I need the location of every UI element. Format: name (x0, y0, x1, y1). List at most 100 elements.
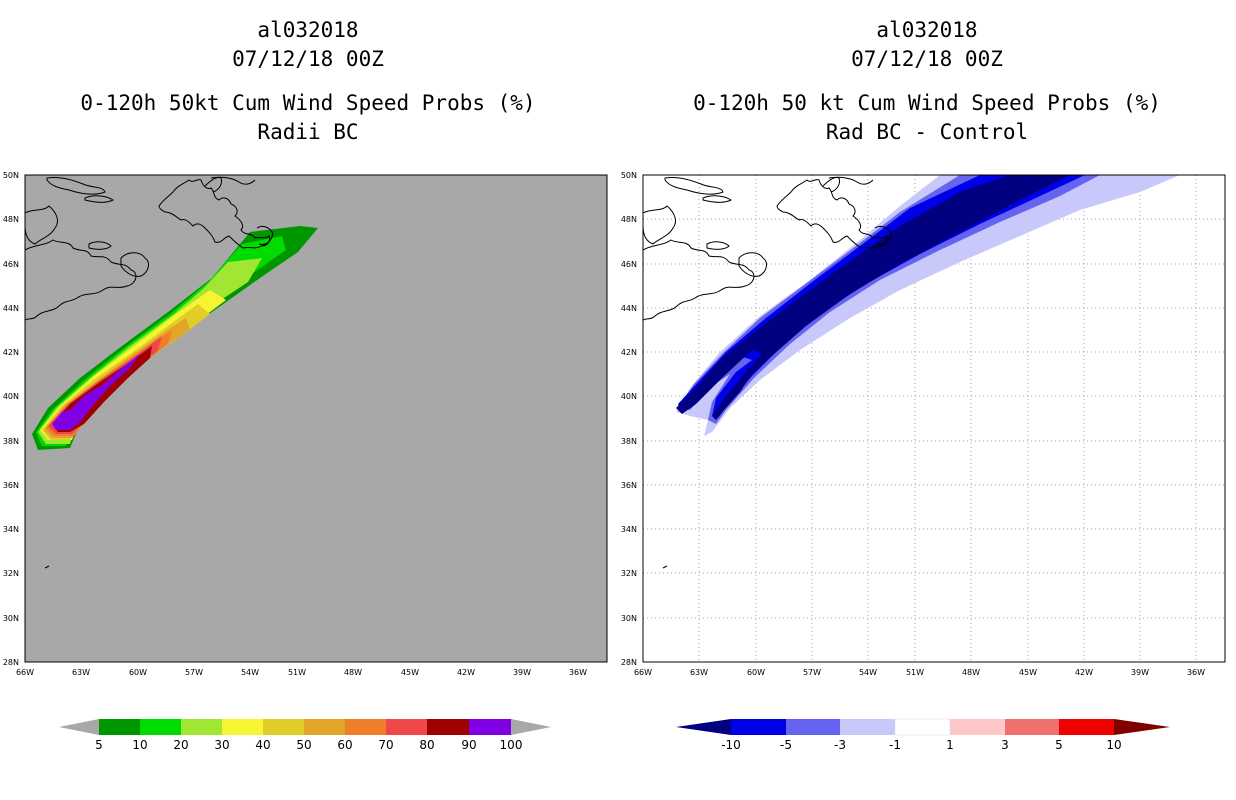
left-colorbar-label: 90 (461, 738, 476, 752)
right-lat-label: 36N (621, 481, 637, 490)
left-storm-id: al032018 (257, 18, 359, 42)
right-lon-label: 63W (690, 668, 708, 677)
right-colorbar-label: 3 (1001, 738, 1009, 752)
left-lon-label: 39W (513, 668, 531, 677)
left-date: 07/12/18 00Z (232, 47, 384, 71)
right-lon-label: 57W (803, 668, 821, 677)
right-colorbar: -10 -5 -3 -1 1 3 5 10 (676, 718, 1170, 752)
left-colorbar-label: 70 (378, 738, 393, 752)
right-map-panel: 50N 48N 46N 44N 42N 40N 38N 36N 34N 32N … (621, 171, 1226, 677)
right-colorbar-swatch (786, 719, 840, 735)
left-lat-label: 40N (3, 392, 19, 401)
right-difference-swath (676, 175, 1180, 436)
left-map-panel: 50N 48N 46N 44N 42N 40N 38N 36N 34N 32N … (3, 171, 608, 677)
right-colorbar-label: 10 (1106, 738, 1121, 752)
right-product-title: 0-120h 50 kt Cum Wind Speed Probs (%) (693, 91, 1161, 115)
right-colorbar-under-arrow (676, 719, 731, 735)
left-lat-label: 44N (3, 304, 19, 313)
left-lon-label: 57W (185, 668, 203, 677)
right-lon-label: 39W (1131, 668, 1149, 677)
left-colorbar-label: 30 (214, 738, 229, 752)
left-colorbar-swatch (469, 719, 511, 735)
left-lon-labels: 66W 63W 60W 57W 54W 51W 48W 45W 42W 39W … (16, 668, 587, 677)
left-colorbar-swatch (304, 719, 345, 735)
right-lon-label: 42W (1075, 668, 1093, 677)
right-date: 07/12/18 00Z (851, 47, 1003, 71)
right-storm-id: al032018 (876, 18, 978, 42)
left-lon-label: 48W (344, 668, 362, 677)
right-colorbar-swatch (731, 719, 786, 735)
right-map-frame (642, 174, 1226, 663)
left-lat-label: 38N (3, 437, 19, 446)
left-lon-label: 51W (288, 668, 306, 677)
right-colorbar-swatch (950, 719, 1005, 735)
right-lat-label: 46N (621, 260, 637, 269)
left-colorbar-swatch (386, 719, 427, 735)
left-colorbar-under-arrow (59, 719, 99, 735)
right-lat-label: 44N (621, 304, 637, 313)
right-lat-label: 48N (621, 215, 637, 224)
left-colorbar-swatch (427, 719, 469, 735)
right-colorbar-swatch (1005, 719, 1059, 735)
left-lon-label: 60W (129, 668, 147, 677)
right-title-block: al032018 07/12/18 00Z 0-120h 50 kt Cum W… (627, 0, 1227, 147)
left-colorbar-swatch (181, 719, 222, 735)
right-colorbar-label: -10 (721, 738, 741, 752)
left-lon-label: 63W (72, 668, 90, 677)
left-lon-label: 66W (16, 668, 34, 677)
left-lon-label: 54W (241, 668, 259, 677)
left-lat-label: 46N (3, 260, 19, 269)
left-map-background (25, 175, 607, 662)
right-lon-label: 45W (1019, 668, 1037, 677)
left-lat-label: 30N (3, 614, 19, 623)
left-colorbar-swatch (140, 719, 181, 735)
right-lat-label: 34N (621, 525, 637, 534)
left-colorbar-swatch (222, 719, 263, 735)
left-colorbar-label: 20 (173, 738, 188, 752)
left-lon-label: 36W (569, 668, 587, 677)
left-lat-label: 48N (3, 215, 19, 224)
left-colorbar-swatch (345, 719, 386, 735)
right-colorbar-label: 5 (1055, 738, 1063, 752)
right-lon-label: 54W (859, 668, 877, 677)
right-lon-label: 66W (634, 668, 652, 677)
right-colorbar-swatch (1059, 719, 1114, 735)
left-lat-label: 34N (3, 525, 19, 534)
right-lon-label: 48W (962, 668, 980, 677)
left-title-block: al032018 07/12/18 00Z 0-120h 50kt Cum Wi… (8, 0, 608, 147)
right-lat-labels: 50N 48N 46N 44N 42N 40N 38N 36N 34N 32N … (621, 171, 637, 667)
left-colorbar-over-arrow (511, 719, 551, 735)
right-lat-label: 38N (621, 437, 637, 446)
right-lon-label: 51W (906, 668, 924, 677)
right-colorbar-over-arrow (1114, 719, 1170, 735)
left-map-frame (24, 174, 608, 663)
left-lon-label: 45W (401, 668, 419, 677)
left-lat-label: 36N (3, 481, 19, 490)
right-lat-label: 50N (621, 171, 637, 180)
right-lat-label: 40N (621, 392, 637, 401)
right-lat-label: 30N (621, 614, 637, 623)
left-probability-swath (25, 176, 318, 569)
left-colorbar-swatch (263, 719, 304, 735)
left-lat-label: 28N (3, 658, 19, 667)
left-colorbar-swatch (99, 719, 140, 735)
left-colorbar-label: 5 (95, 738, 103, 752)
left-product-title: 0-120h 50kt Cum Wind Speed Probs (%) (80, 91, 536, 115)
left-lat-label: 32N (3, 569, 19, 578)
right-lon-labels: 66W 63W 60W 57W 54W 51W 48W 45W 42W 39W … (634, 668, 1205, 677)
right-subtitle: Rad BC - Control (825, 120, 1029, 144)
left-lat-label: 50N (3, 171, 19, 180)
right-lon-label: 60W (747, 668, 765, 677)
right-colorbar-label: -3 (834, 738, 846, 752)
left-colorbar-label: 50 (296, 738, 311, 752)
left-colorbar-label: 60 (337, 738, 352, 752)
left-colorbar-label: 80 (419, 738, 434, 752)
right-colorbar-label: 1 (946, 738, 954, 752)
right-lat-label: 42N (621, 348, 637, 357)
left-lat-label: 42N (3, 348, 19, 357)
right-colorbar-swatch (894, 718, 951, 736)
right-lat-label: 32N (621, 569, 637, 578)
right-colorbar-swatch (840, 719, 895, 735)
left-colorbar: 5 10 20 30 40 50 60 70 80 90 100 (59, 719, 551, 752)
